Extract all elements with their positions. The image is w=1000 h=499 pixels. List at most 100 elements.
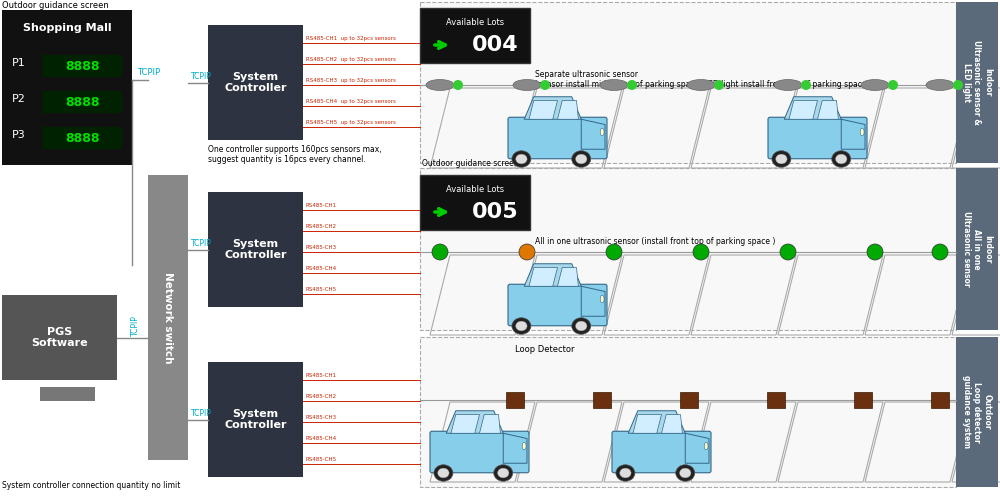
Text: P1: P1 (12, 58, 26, 68)
Polygon shape (581, 286, 605, 316)
Text: P2: P2 (12, 94, 26, 104)
Polygon shape (529, 267, 558, 286)
Bar (2, 295, 117, 380)
Ellipse shape (832, 151, 851, 167)
Text: System controller connection quantity no limit: System controller connection quantity no… (2, 481, 180, 490)
Text: System
Controller: System Controller (224, 239, 287, 260)
Ellipse shape (861, 79, 889, 90)
Polygon shape (581, 119, 605, 149)
Polygon shape (818, 100, 838, 119)
Text: System
Controller: System Controller (224, 409, 287, 430)
Ellipse shape (522, 442, 526, 450)
Ellipse shape (600, 295, 604, 303)
Polygon shape (784, 97, 841, 119)
Bar (208, 192, 303, 307)
Text: 004: 004 (472, 35, 518, 55)
Text: Outdoor guidance screen: Outdoor guidance screen (2, 1, 109, 10)
Ellipse shape (576, 321, 587, 331)
FancyBboxPatch shape (612, 431, 711, 473)
Text: RS485-CH4: RS485-CH4 (306, 266, 337, 271)
Ellipse shape (676, 465, 695, 481)
Bar (680, 392, 698, 408)
Bar (506, 392, 524, 408)
Ellipse shape (572, 318, 591, 334)
Bar (931, 392, 949, 408)
Text: RS485-CH4: RS485-CH4 (306, 436, 337, 441)
Ellipse shape (867, 244, 883, 260)
Text: RS485-CH3: RS485-CH3 (306, 245, 337, 250)
Bar (42, 55, 122, 77)
Bar (956, 337, 998, 487)
Text: RS485-CH5: RS485-CH5 (306, 287, 337, 292)
Ellipse shape (572, 151, 591, 167)
Text: One controller supports 160pcs sensors max,
suggest quantity is 16pcs every chan: One controller supports 160pcs sensors m… (208, 145, 382, 164)
Text: Separate ultrasonic sensor
(sensor install middle top of parking space, LED ligh: Separate ultrasonic sensor (sensor insta… (535, 70, 872, 89)
Ellipse shape (932, 244, 948, 260)
Ellipse shape (516, 321, 527, 331)
Ellipse shape (513, 79, 541, 90)
Ellipse shape (616, 465, 635, 481)
Ellipse shape (494, 465, 513, 481)
FancyBboxPatch shape (430, 431, 529, 473)
Bar (208, 25, 303, 140)
Polygon shape (524, 264, 581, 286)
Polygon shape (662, 415, 682, 433)
Text: RS485-CH4  up to 32pcs sensors: RS485-CH4 up to 32pcs sensors (306, 99, 396, 104)
Circle shape (627, 80, 637, 90)
Polygon shape (524, 97, 581, 119)
Circle shape (714, 80, 724, 90)
Text: Outdoor
Loop detector
guidance system: Outdoor Loop detector guidance system (962, 375, 992, 449)
Text: P3: P3 (12, 130, 26, 140)
Text: Available Lots: Available Lots (446, 185, 504, 194)
Bar (956, 2, 998, 163)
Ellipse shape (576, 154, 587, 164)
Ellipse shape (432, 244, 448, 260)
Ellipse shape (426, 79, 454, 90)
Text: RS485-CH3: RS485-CH3 (306, 415, 337, 420)
Bar (40, 387, 95, 401)
Bar (42, 127, 122, 149)
Text: RS485-CH1: RS485-CH1 (306, 203, 337, 208)
Polygon shape (558, 100, 578, 119)
Bar (854, 392, 872, 408)
Ellipse shape (519, 244, 535, 260)
Text: System
Controller: System Controller (224, 72, 287, 93)
Text: All in one ultrasonic sensor (install front top of parking space ): All in one ultrasonic sensor (install fr… (535, 237, 775, 246)
Text: TCPIP: TCPIP (191, 409, 212, 418)
Polygon shape (628, 411, 685, 433)
Bar (956, 168, 998, 330)
Text: RS485-CH3  up to 32pcs sensors: RS485-CH3 up to 32pcs sensors (306, 78, 396, 83)
Ellipse shape (693, 244, 709, 260)
Text: RS485-CH2: RS485-CH2 (306, 394, 337, 399)
Polygon shape (789, 100, 818, 119)
Text: TCPIP: TCPIP (191, 239, 212, 248)
Bar (420, 8, 530, 63)
Ellipse shape (498, 468, 509, 478)
Ellipse shape (434, 465, 453, 481)
Bar (208, 362, 303, 477)
Polygon shape (451, 415, 480, 433)
Bar (420, 175, 530, 230)
Bar (593, 392, 611, 408)
Text: RS485-CH2  up to 32pcs sensors: RS485-CH2 up to 32pcs sensors (306, 57, 396, 62)
Ellipse shape (512, 151, 531, 167)
Text: TCPIP: TCPIP (137, 68, 160, 77)
Text: Loop Detector: Loop Detector (515, 345, 574, 354)
Bar (420, 337, 956, 487)
Ellipse shape (772, 151, 791, 167)
Text: RS485-CH1  up to 32pcs sensors: RS485-CH1 up to 32pcs sensors (306, 36, 396, 41)
Ellipse shape (704, 442, 708, 450)
Polygon shape (558, 267, 578, 286)
Ellipse shape (516, 154, 527, 164)
Circle shape (888, 80, 898, 90)
Circle shape (801, 80, 811, 90)
Text: Indoor
Ultrasonic sensor &
LED light: Indoor Ultrasonic sensor & LED light (962, 40, 992, 125)
Text: Outdoor guidance screen: Outdoor guidance screen (422, 159, 519, 168)
Polygon shape (503, 433, 527, 463)
Ellipse shape (776, 154, 787, 164)
Polygon shape (480, 415, 500, 433)
Bar (420, 168, 956, 330)
Ellipse shape (680, 468, 691, 478)
Ellipse shape (600, 79, 628, 90)
Text: 8888: 8888 (65, 95, 99, 108)
